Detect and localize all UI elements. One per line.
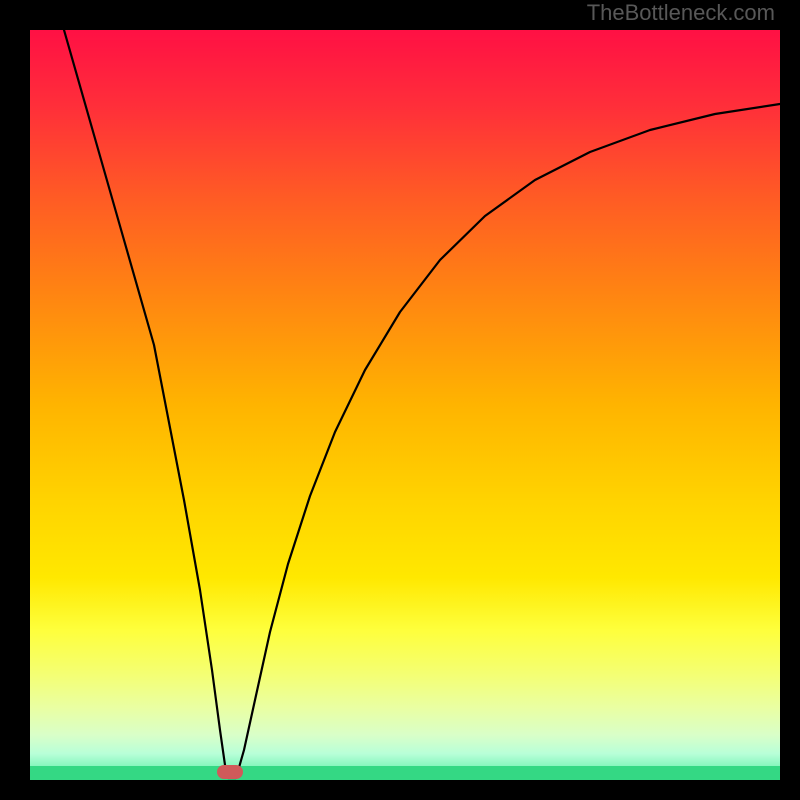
bottleneck-curve	[30, 30, 780, 780]
optimum-marker	[217, 765, 243, 779]
plot-area	[30, 30, 780, 780]
watermark-text: TheBottleneck.com	[587, 0, 775, 26]
